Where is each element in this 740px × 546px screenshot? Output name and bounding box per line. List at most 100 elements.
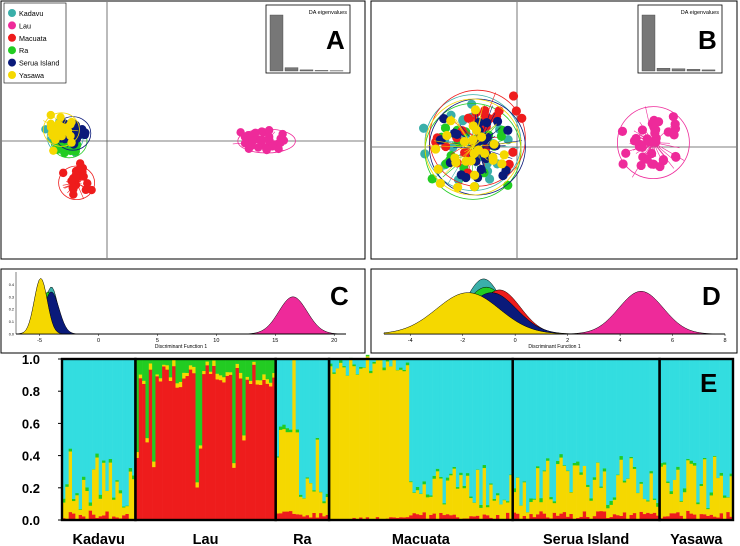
- structure-bar-segment: [95, 359, 100, 454]
- x-tick-label: 5: [156, 338, 159, 344]
- structure-bar-segment: [412, 513, 417, 521]
- structure-bar-segment: [546, 460, 550, 518]
- structure-bar-segment: [185, 372, 190, 377]
- structure-bar-segment: [429, 495, 433, 497]
- group-label: Lau: [193, 532, 219, 546]
- structure-bar-segment: [422, 481, 427, 485]
- structure-bar-segment: [699, 485, 704, 515]
- structure-bar-segment: [459, 474, 463, 520]
- structure-bar-segment: [289, 432, 293, 512]
- structure-bar-segment: [659, 462, 664, 467]
- structure-bar-segment: [225, 359, 230, 373]
- structure-bar-segment: [108, 462, 113, 520]
- structure-bar-segment: [726, 511, 730, 521]
- structure-bar-segment: [275, 513, 280, 521]
- structure-bar-segment: [479, 359, 483, 505]
- data-point-lau: [617, 126, 628, 136]
- structure-bar-segment: [586, 486, 590, 518]
- data-point-yasawa: [468, 121, 478, 131]
- structure-bar-segment: [482, 359, 487, 465]
- structure-bar-segment: [546, 359, 550, 459]
- y-tick-label: 0.3: [9, 295, 14, 299]
- structure-bar-segment: [252, 361, 256, 365]
- structure-bar-segment: [656, 359, 660, 504]
- structure-bar-segment: [275, 456, 280, 458]
- structure-bar-segment: [142, 380, 146, 384]
- structure-bar-segment: [539, 511, 544, 521]
- structure-bar-segment: [542, 470, 547, 472]
- legend-label: Macuata: [19, 34, 47, 43]
- structure-bar-segment: [696, 502, 700, 505]
- structure-bar-segment: [602, 359, 607, 469]
- structure-bar-segment: [155, 374, 160, 377]
- structure-bar-segment: [646, 500, 650, 502]
- structure-bar-segment: [255, 384, 260, 521]
- structure-bar-segment: [98, 516, 103, 521]
- data-point-macuata: [59, 168, 68, 178]
- structure-bar-segment: [676, 359, 680, 467]
- structure-bar-segment: [175, 387, 180, 521]
- structure-bar-segment: [572, 359, 577, 464]
- y-tick-label: 0.4: [9, 283, 14, 287]
- structure-bar-segment: [375, 516, 380, 521]
- structure-bar-segment: [372, 363, 377, 520]
- data-point-lau: [668, 112, 678, 122]
- structure-bar-segment: [355, 374, 360, 520]
- structure-bar-segment: [252, 359, 256, 362]
- structure-bar-segment: [475, 469, 480, 516]
- structure-bar-segment: [285, 432, 290, 512]
- structure-bar-segment: [439, 476, 443, 479]
- structure-bar-segment: [322, 516, 327, 521]
- structure-bar-segment: [352, 359, 357, 365]
- structure-bar-segment: [499, 359, 503, 505]
- data-point-serua-island: [456, 170, 466, 180]
- panel-letter: E: [700, 368, 717, 398]
- structure-bar-segment: [465, 472, 470, 476]
- structure-bar-segment: [419, 514, 423, 521]
- structure-bar-segment: [582, 359, 587, 466]
- structure-bar-segment: [258, 380, 263, 385]
- structure-bar-segment: [215, 379, 220, 521]
- data-point-yasawa: [442, 130, 452, 141]
- structure-bar-segment: [115, 480, 120, 482]
- structure-bar-segment: [692, 462, 697, 466]
- structure-bar-segment: [712, 455, 717, 457]
- structure-bar-segment: [556, 460, 560, 465]
- structure-bar-segment: [706, 515, 710, 521]
- legend-box: [3, 2, 67, 84]
- structure-bar-segment: [238, 372, 243, 379]
- structure-bar-segment: [512, 491, 517, 513]
- structure-bar-segment: [145, 437, 150, 443]
- structure-bar-segment: [442, 514, 447, 521]
- structure-bar-segment: [686, 510, 690, 521]
- structure-bar-segment: [168, 380, 173, 521]
- structure-bar-segment: [92, 469, 96, 515]
- data-point-ra: [496, 131, 506, 141]
- data-point-lau: [257, 135, 267, 144]
- structure-bar-segment: [586, 359, 590, 485]
- inertia-ellipse-yasawa: [424, 98, 522, 196]
- structure-bar-segment: [435, 359, 440, 469]
- structure-bar-segment: [362, 359, 367, 368]
- structure-bar-segment: [672, 513, 677, 521]
- structure-bar-segment: [546, 517, 550, 521]
- data-point-macuata: [494, 106, 504, 116]
- structure-bar-segment: [626, 359, 630, 479]
- structure-bar-segment: [402, 517, 407, 521]
- legend-label: Yasawa: [19, 71, 44, 80]
- structure-bar-segment: [319, 512, 323, 521]
- structure-bar-segment: [506, 502, 510, 513]
- structure-bar-segment: [178, 381, 183, 388]
- panel-e: 0.0 0.2 0.4 0.6 0.8 1.0 Kadavu Lau Ra Macuata Seru…: [0, 352, 740, 546]
- structure-bar-segment: [495, 493, 500, 496]
- structure-bar-segment: [556, 359, 560, 462]
- structure-bar-segment: [536, 466, 540, 469]
- structure-bar-segment: [329, 359, 333, 364]
- structure-bar-segment: [369, 359, 373, 371]
- structure-bar-segment: [552, 502, 557, 513]
- structure-bar-segment: [198, 359, 203, 446]
- structure-bar-segment: [158, 378, 163, 382]
- structure-bar-segment: [699, 359, 704, 484]
- structure-bar-segment: [302, 498, 306, 517]
- structure-bar-segment: [78, 514, 83, 521]
